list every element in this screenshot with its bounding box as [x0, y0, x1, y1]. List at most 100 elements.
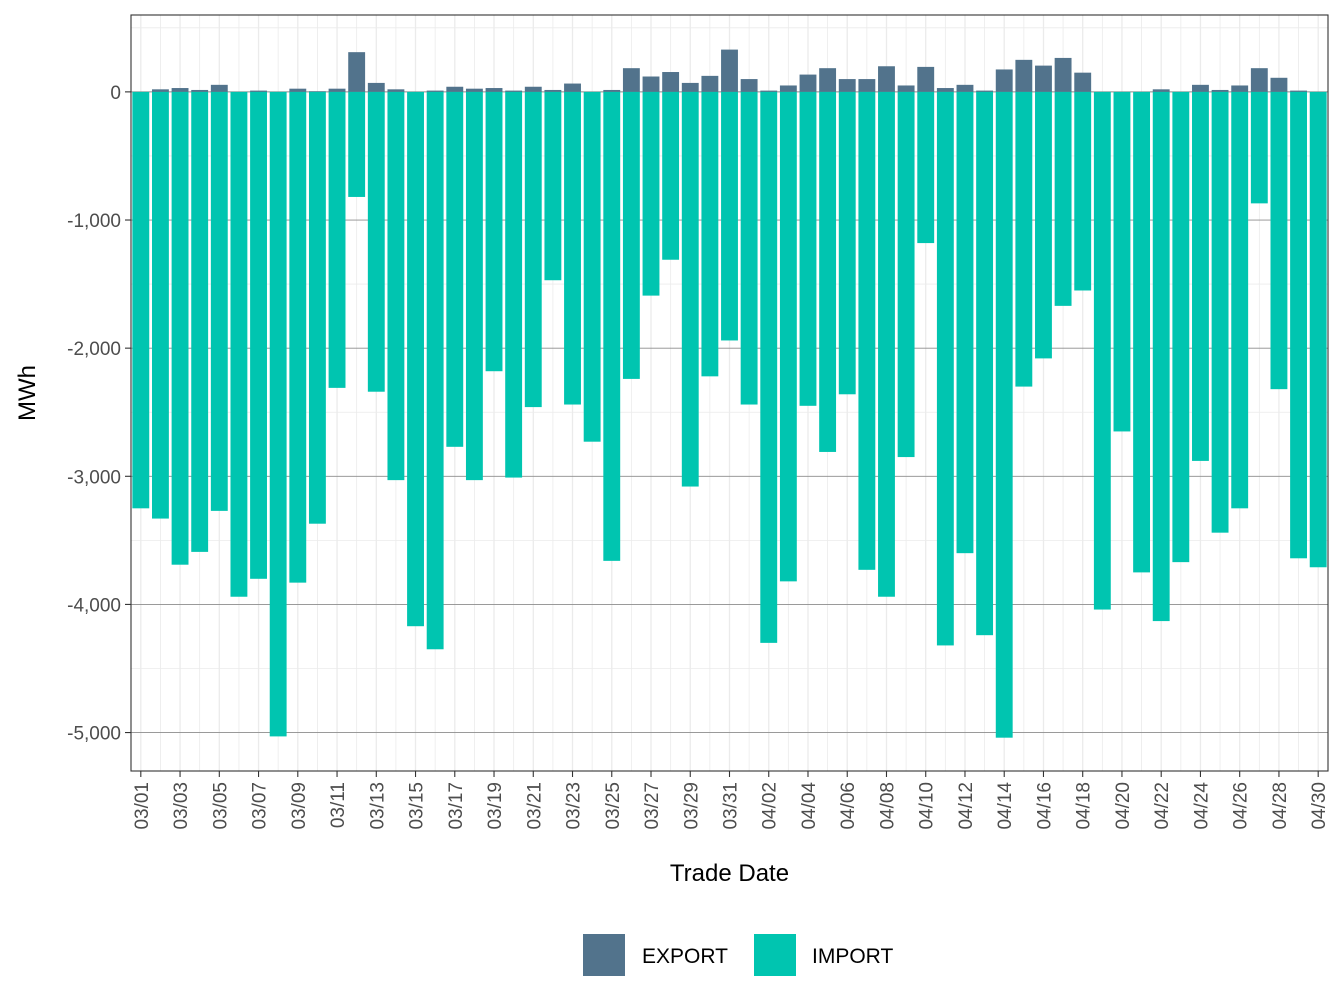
y-tick-label: -1,000 — [67, 211, 121, 232]
bar-import — [544, 91, 562, 281]
bar-export — [1250, 68, 1268, 92]
bar-import — [603, 91, 621, 561]
bar-export — [1074, 72, 1092, 92]
bar-export — [622, 68, 640, 92]
bar-import — [642, 91, 660, 296]
bar-import — [1211, 91, 1229, 533]
bar-import — [681, 91, 699, 487]
bar-import — [308, 91, 326, 524]
x-tick-label: 03/01 — [132, 782, 153, 830]
y-tick-label: -5,000 — [67, 724, 121, 745]
x-tick-label: 04/10 — [917, 782, 938, 830]
bar-import — [465, 91, 483, 481]
y-tick-label: -3,000 — [67, 467, 121, 488]
bar-export — [603, 89, 621, 92]
bar-export — [485, 88, 503, 92]
bar-export — [838, 79, 856, 92]
x-tick-label: 03/27 — [642, 782, 663, 830]
bar-import — [250, 91, 267, 579]
bar-export — [701, 75, 719, 92]
bar-import — [858, 91, 876, 570]
bar-export — [936, 88, 954, 92]
x-tick-label: 04/26 — [1231, 782, 1252, 830]
bar-export — [662, 72, 680, 92]
bar-export — [426, 90, 444, 92]
bar-export — [1035, 65, 1052, 92]
bar-export — [995, 69, 1013, 92]
bar-export — [956, 84, 974, 92]
x-tick-label: 04/30 — [1309, 782, 1330, 830]
x-tick-label: 04/08 — [877, 782, 898, 830]
bar-export — [799, 74, 817, 92]
bar-export — [524, 86, 542, 92]
bar-import — [230, 91, 248, 597]
bar-import — [936, 91, 954, 646]
bar-import — [1054, 91, 1072, 306]
bar-import — [524, 91, 542, 408]
bar-export — [505, 90, 523, 92]
bar-import — [387, 91, 405, 481]
bar-export — [642, 76, 660, 92]
bar-export — [289, 88, 307, 92]
legend: EXPORT IMPORT — [583, 934, 893, 976]
bar-export — [465, 88, 483, 92]
bar-export — [1192, 84, 1209, 92]
bar-import — [446, 91, 464, 447]
bar-import — [348, 91, 366, 197]
bar-import — [1113, 91, 1131, 432]
x-tick-label: 03/11 — [328, 782, 349, 828]
x-tick-label: 03/21 — [524, 782, 545, 830]
x-tick-label: 04/04 — [799, 782, 820, 830]
bar-export — [446, 86, 464, 92]
x-tick-label: 03/03 — [171, 782, 192, 830]
x-tick-label: 04/28 — [1270, 782, 1291, 830]
bar-import — [1172, 91, 1190, 563]
bar-import — [701, 91, 719, 377]
bar-import — [956, 91, 974, 554]
bar-import — [151, 91, 169, 519]
bar-export — [917, 66, 935, 92]
y-tick-label: 0 — [110, 83, 121, 104]
bar-import — [622, 91, 640, 379]
bar-export — [878, 66, 895, 92]
x-tick-label: 03/31 — [721, 782, 742, 830]
bar-import — [662, 91, 680, 260]
bar-export — [760, 90, 778, 92]
bar-export — [858, 79, 876, 92]
y-axis: 0 -1,000 -2,000 -3,000 -4,000 -5,000 — [67, 83, 131, 745]
bar-export — [1152, 89, 1170, 92]
bar-import — [426, 91, 444, 650]
bar-export — [348, 52, 366, 92]
bar-import — [583, 91, 601, 442]
bar-export — [171, 88, 189, 92]
bar-export — [308, 91, 326, 92]
import-bars — [132, 91, 1327, 738]
x-tick-label: 03/05 — [210, 782, 231, 830]
bar-import — [210, 91, 228, 511]
bar-import — [740, 91, 758, 405]
x-tick-label: 03/17 — [446, 782, 467, 830]
bar-import — [1133, 91, 1151, 573]
x-tick-label: 03/13 — [367, 782, 388, 830]
bar-export — [1231, 85, 1249, 92]
x-tick-label: 03/15 — [407, 782, 428, 830]
bar-import — [407, 91, 424, 627]
bar-import — [1309, 91, 1327, 568]
legend-key-import — [754, 934, 796, 976]
bar-import — [132, 91, 150, 509]
bar-export — [210, 84, 228, 92]
bar-import — [191, 91, 209, 552]
bar-import — [1250, 91, 1268, 204]
bar-export — [1270, 77, 1288, 92]
bar-import — [976, 91, 994, 636]
bar-import — [1015, 91, 1033, 387]
x-tick-label: 04/16 — [1034, 782, 1055, 830]
legend-label-export: EXPORT — [642, 945, 728, 968]
legend-key-export — [583, 934, 625, 976]
bar-import — [1270, 91, 1288, 390]
export-bars — [151, 49, 1308, 92]
bar-import — [878, 91, 895, 597]
bar-import — [269, 91, 287, 737]
bar-import — [485, 91, 503, 372]
bar-import — [779, 91, 797, 582]
